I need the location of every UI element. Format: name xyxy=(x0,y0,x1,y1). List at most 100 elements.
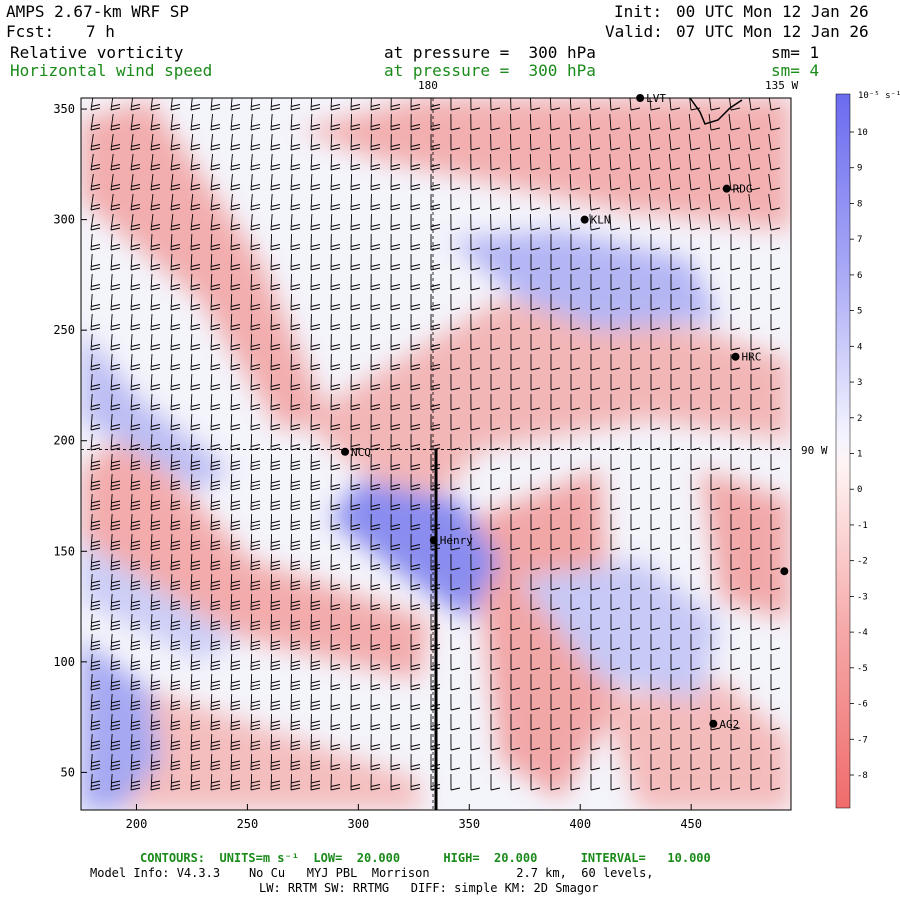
barb-flag xyxy=(650,667,661,671)
barb-staff xyxy=(689,98,692,111)
wind-barb xyxy=(390,98,401,111)
wind-barb xyxy=(630,394,641,411)
barb-flag xyxy=(230,764,241,767)
wind-barb xyxy=(210,153,221,171)
barb-flag xyxy=(410,647,421,651)
wind-barb xyxy=(90,613,101,631)
barb-flag xyxy=(190,740,201,744)
barb-flag xyxy=(410,767,421,771)
wind-barb xyxy=(230,713,241,731)
wind-barb xyxy=(610,334,621,351)
wind-barb xyxy=(630,754,641,771)
barb-flag xyxy=(190,720,201,724)
barb-flag xyxy=(210,124,221,127)
barb-staff xyxy=(190,133,194,151)
barb-flag xyxy=(170,484,181,487)
barb-flag xyxy=(150,407,161,411)
barb-flag xyxy=(110,324,121,327)
barb-flag xyxy=(170,204,181,207)
barb-flag xyxy=(210,460,221,464)
barb-staff xyxy=(549,153,552,171)
barb-flag xyxy=(350,227,361,231)
wind-barb xyxy=(250,733,261,751)
barb-staff xyxy=(210,533,213,551)
barb-flag xyxy=(130,704,141,707)
wind-barb xyxy=(170,293,181,311)
barb-flag xyxy=(350,244,361,247)
barb-flag xyxy=(590,127,601,131)
barb-flag xyxy=(490,387,501,391)
barb-flag xyxy=(210,164,221,167)
barb-flag xyxy=(250,720,261,724)
barb-flag xyxy=(290,600,301,604)
barb-flag xyxy=(170,324,181,327)
barb-flag xyxy=(270,684,281,687)
barb-flag xyxy=(190,704,201,707)
barb-flag xyxy=(310,447,321,451)
wind-barb xyxy=(630,494,641,511)
wind-barb xyxy=(310,313,321,331)
barb-flag xyxy=(290,767,301,771)
wind-barb xyxy=(390,273,401,291)
wind-barb xyxy=(390,133,401,151)
barb-staff xyxy=(170,193,174,211)
station-dot xyxy=(709,719,718,728)
wind-barb xyxy=(570,334,581,351)
wind-barb xyxy=(470,313,481,331)
barb-flag xyxy=(90,584,101,587)
barb-staff xyxy=(90,473,93,491)
wind-barb xyxy=(210,613,221,631)
wind-barb xyxy=(490,193,501,211)
barb-flag xyxy=(370,504,381,507)
colorbar-label: -5 xyxy=(857,664,868,674)
barb-staff xyxy=(190,293,193,311)
barb-flag xyxy=(750,687,761,691)
barb-flag xyxy=(310,204,321,207)
barb-flag xyxy=(390,644,401,647)
wind-barb xyxy=(110,493,121,511)
barb-staff xyxy=(130,573,133,591)
barb-flag xyxy=(410,384,421,387)
barb-flag xyxy=(370,664,381,667)
barb-flag xyxy=(410,307,421,311)
station-marker: LVT xyxy=(636,92,666,105)
barb-flag xyxy=(310,304,321,307)
barb-flag xyxy=(190,164,201,167)
barb-flag xyxy=(450,147,461,151)
barb-flag xyxy=(130,127,141,131)
barb-flag xyxy=(670,427,681,431)
barb-flag xyxy=(410,264,421,267)
barb-flag xyxy=(370,407,381,411)
wind-barb xyxy=(250,613,261,631)
barb-flag xyxy=(570,767,581,771)
wind-barb xyxy=(650,234,661,251)
barb-flag xyxy=(590,527,601,531)
wind-barb xyxy=(310,133,321,151)
barb-flag xyxy=(610,567,621,571)
barb-flag xyxy=(110,644,121,647)
wind-barb xyxy=(570,674,581,691)
wind-barb xyxy=(430,233,441,251)
barb-flag xyxy=(150,500,161,504)
barb-staff xyxy=(250,413,253,431)
barb-staff xyxy=(250,573,253,591)
barb-flag xyxy=(410,287,421,291)
barb-flag xyxy=(230,244,241,247)
wind-barb xyxy=(470,193,481,211)
barb-staff xyxy=(510,193,512,211)
barb-flag xyxy=(430,424,441,427)
barb-flag xyxy=(150,507,161,511)
wind-barb xyxy=(350,493,361,511)
barb-flag xyxy=(390,624,401,627)
barb-flag xyxy=(230,740,241,744)
wind-barb xyxy=(270,153,281,171)
barb-flag xyxy=(150,467,161,471)
y-tick-label: 150 xyxy=(53,544,75,558)
barb-flag xyxy=(170,560,181,564)
barb-flag xyxy=(230,647,241,651)
barb-flag xyxy=(310,387,321,391)
wind-barb xyxy=(310,773,321,791)
barb-staff xyxy=(130,333,133,351)
barb-staff xyxy=(589,113,592,131)
barb-staff xyxy=(130,153,134,171)
